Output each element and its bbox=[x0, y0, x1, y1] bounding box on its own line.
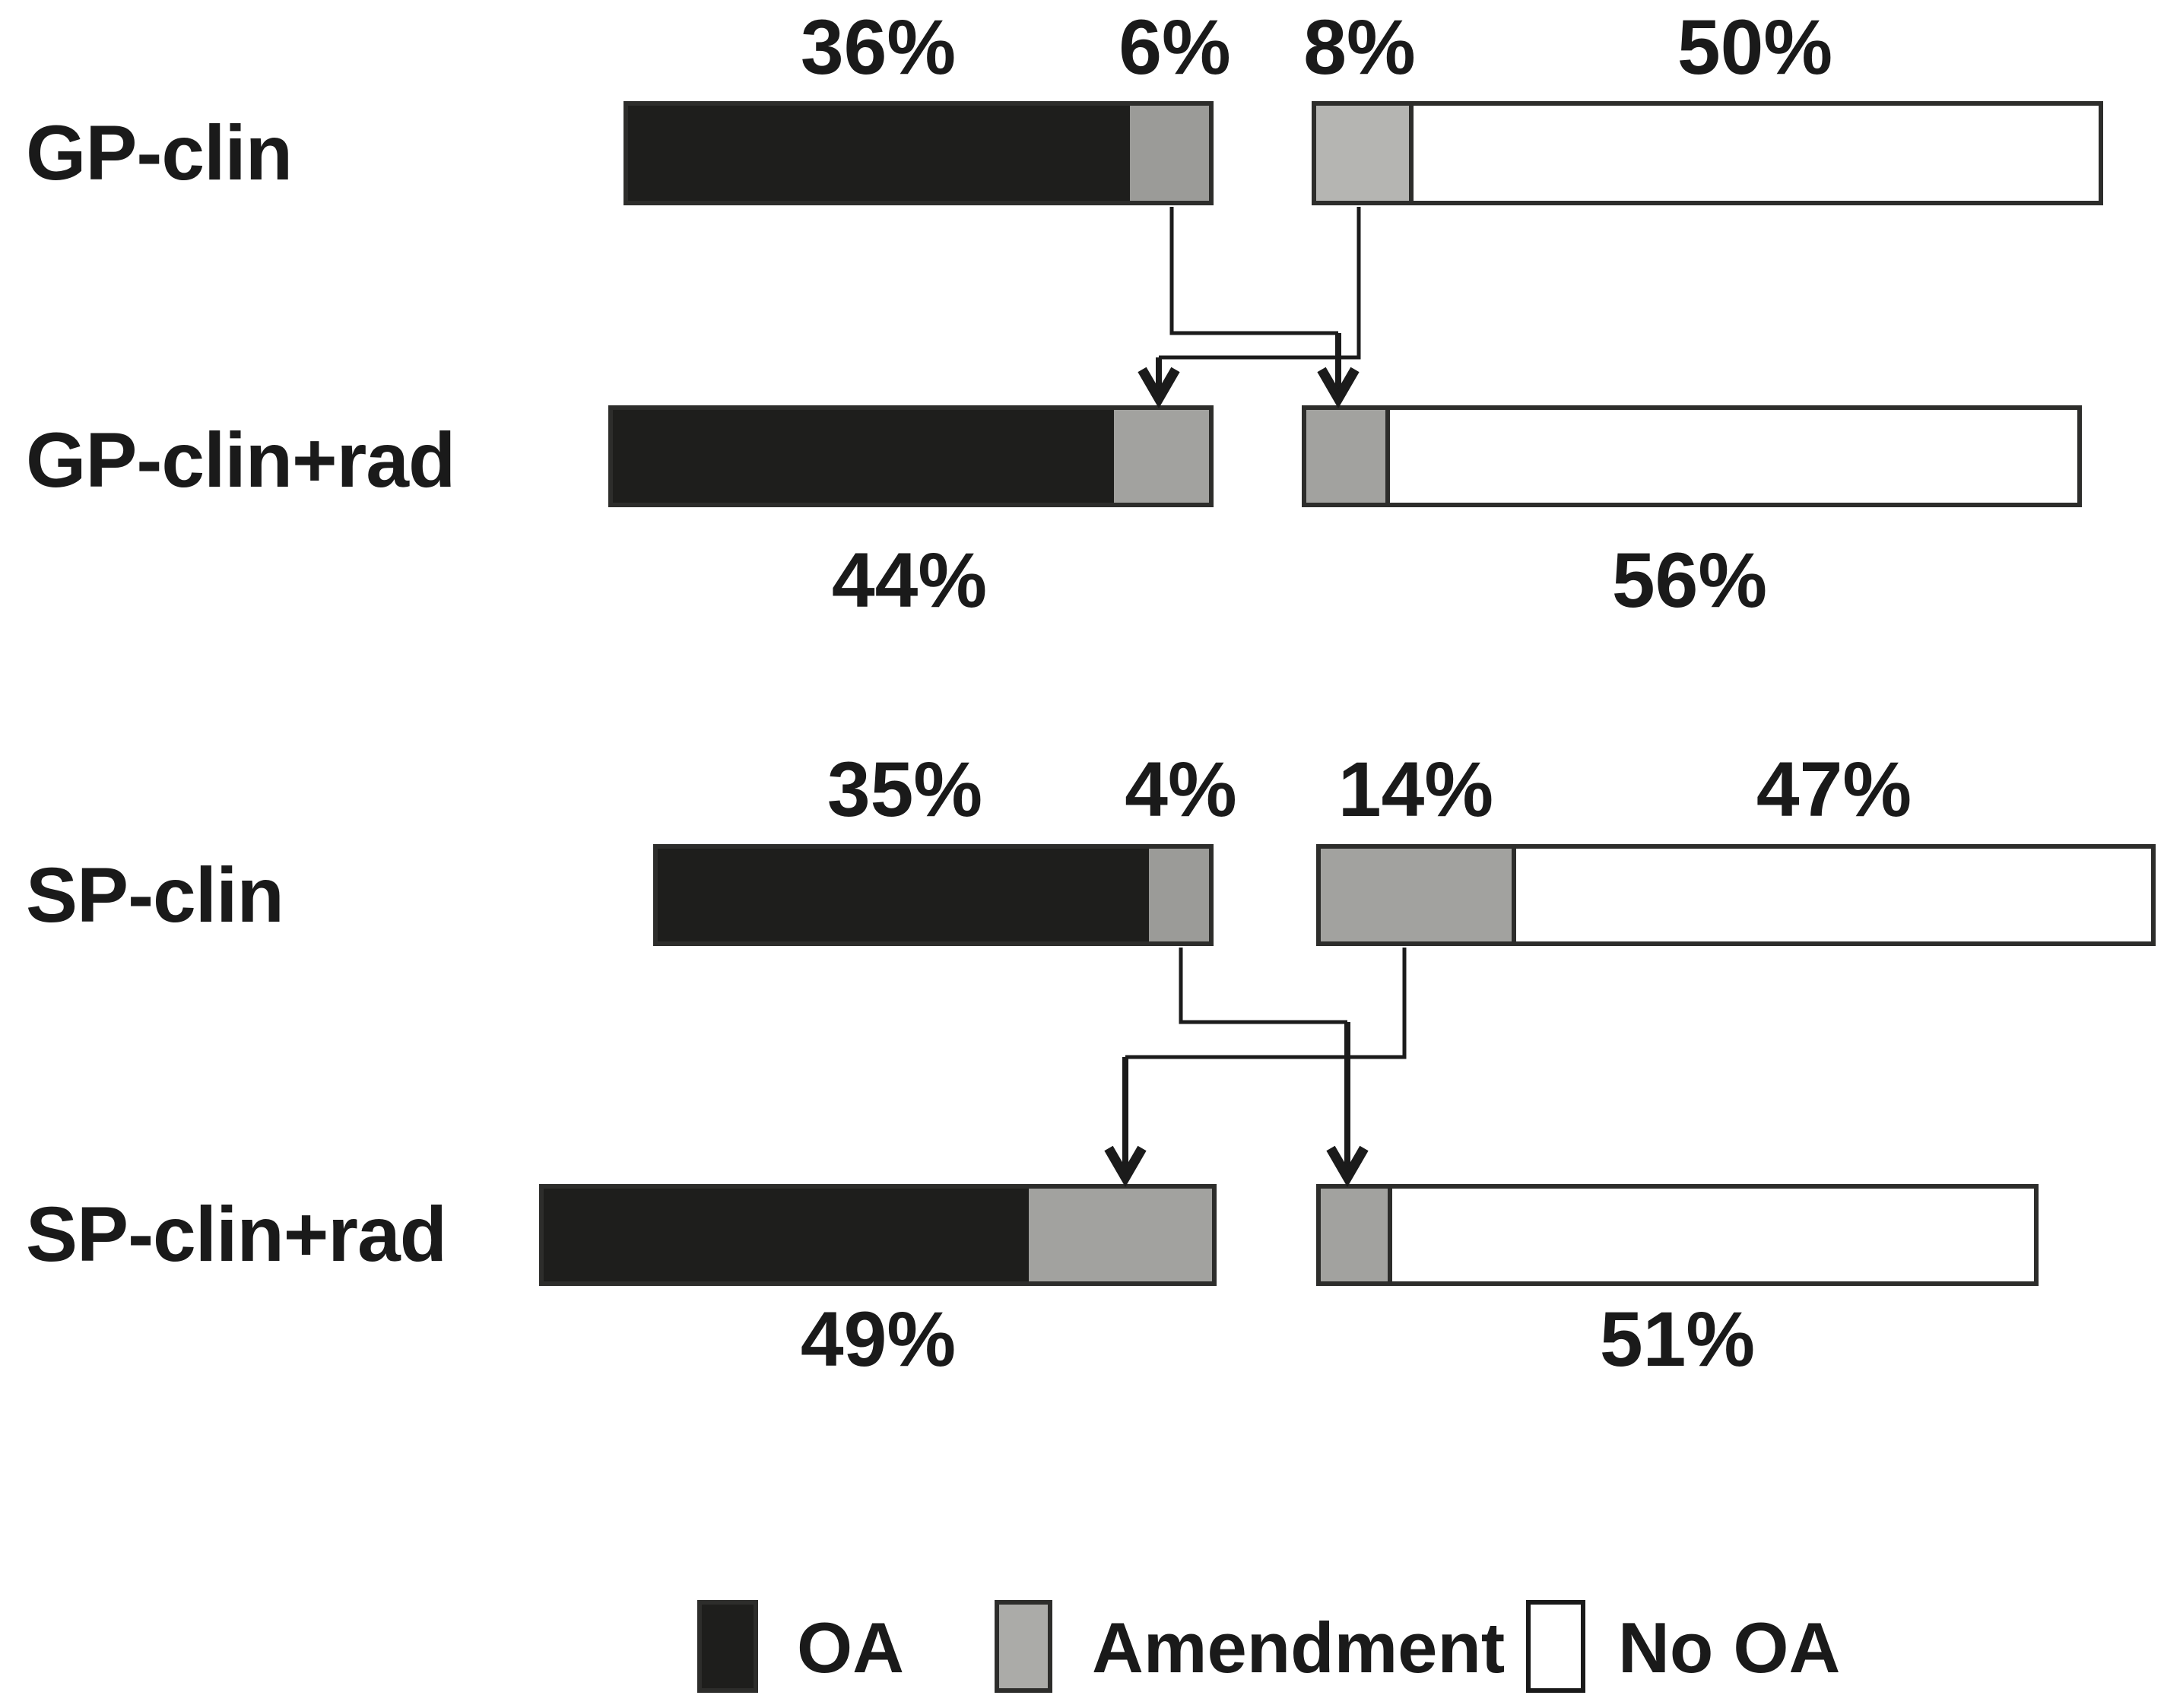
segment-amendment bbox=[1130, 106, 1209, 201]
value-label-gp-clin-rad-left: 44% bbox=[831, 537, 988, 624]
row-label-gp-clin: GP-clin bbox=[26, 110, 293, 196]
bar-gp-clin-rad-oa-side bbox=[608, 405, 1214, 507]
value-label-sp-clin-rad-left: 49% bbox=[800, 1296, 957, 1383]
legend-swatch-no-oa bbox=[1526, 1600, 1585, 1693]
arrowhead-down-icon bbox=[1138, 367, 1180, 408]
row-label-sp-clin-rad: SP-clin+rad bbox=[26, 1191, 447, 1278]
segment-no-oa bbox=[1512, 849, 2151, 941]
value-label-sp-clin-amend-l: 4% bbox=[1125, 746, 1237, 833]
flow-line-gp-6-to-right bbox=[1169, 207, 1338, 335]
segment-amendment bbox=[1316, 106, 1409, 201]
segment-oa bbox=[613, 410, 1114, 503]
flow-line-gp-8-to-left bbox=[1159, 207, 1361, 360]
value-label-gp-clin-amend-r: 8% bbox=[1303, 4, 1416, 90]
bar-sp-clin-rad-no-oa-side bbox=[1316, 1184, 2039, 1286]
value-label-sp-clin-no-oa: 47% bbox=[1756, 746, 1912, 833]
legend-label-no-oa: No OA bbox=[1618, 1608, 1841, 1687]
bar-sp-clin-oa-side bbox=[653, 844, 1214, 946]
value-label-gp-clin-rad-right: 56% bbox=[1611, 537, 1768, 624]
segment-oa bbox=[544, 1189, 1029, 1281]
segment-amendment bbox=[1029, 1189, 1212, 1281]
bar-gp-clin-rad-no-oa-side bbox=[1302, 405, 2082, 507]
bar-sp-clin-rad-oa-side bbox=[539, 1184, 1217, 1286]
segment-amendment bbox=[1114, 410, 1209, 503]
legend-label-amendment: Amendment bbox=[1092, 1608, 1506, 1687]
row-label-gp-clin-rad: GP-clin+rad bbox=[26, 417, 455, 503]
segment-oa bbox=[628, 106, 1130, 201]
arrowhead-down-icon bbox=[1104, 1145, 1147, 1187]
value-label-sp-clin-oa: 35% bbox=[827, 746, 983, 833]
arrowhead-down-icon bbox=[1326, 1145, 1369, 1187]
legend-swatch-amendment bbox=[995, 1600, 1052, 1693]
segment-no-oa bbox=[1385, 410, 2077, 503]
legend-label-oa: OA bbox=[797, 1608, 904, 1687]
row-label-sp-clin: SP-clin bbox=[26, 852, 284, 938]
flow-line-sp-14-to-left bbox=[1125, 948, 1407, 1059]
segment-no-oa bbox=[1409, 106, 2099, 201]
bar-gp-clin-no-oa-side bbox=[1312, 101, 2103, 205]
value-label-gp-clin-oa: 36% bbox=[800, 4, 957, 90]
legend-swatch-oa bbox=[697, 1600, 758, 1693]
segment-no-oa bbox=[1388, 1189, 2034, 1281]
bar-gp-clin-oa-side bbox=[623, 101, 1214, 205]
segment-amendment bbox=[1321, 849, 1512, 941]
value-label-gp-clin-no-oa: 50% bbox=[1677, 4, 1833, 90]
segment-amendment bbox=[1149, 849, 1209, 941]
segment-oa bbox=[658, 849, 1149, 941]
bar-sp-clin-no-oa-side bbox=[1316, 844, 2156, 946]
value-label-sp-clin-rad-right: 51% bbox=[1599, 1296, 1756, 1383]
flow-line-sp-4-to-right bbox=[1179, 948, 1347, 1024]
value-label-sp-clin-amend-r: 14% bbox=[1337, 746, 1494, 833]
segment-amendment bbox=[1321, 1189, 1388, 1281]
arrowhead-down-icon bbox=[1317, 367, 1360, 408]
value-label-gp-clin-amend-l: 6% bbox=[1118, 4, 1231, 90]
segment-amendment bbox=[1306, 410, 1385, 503]
